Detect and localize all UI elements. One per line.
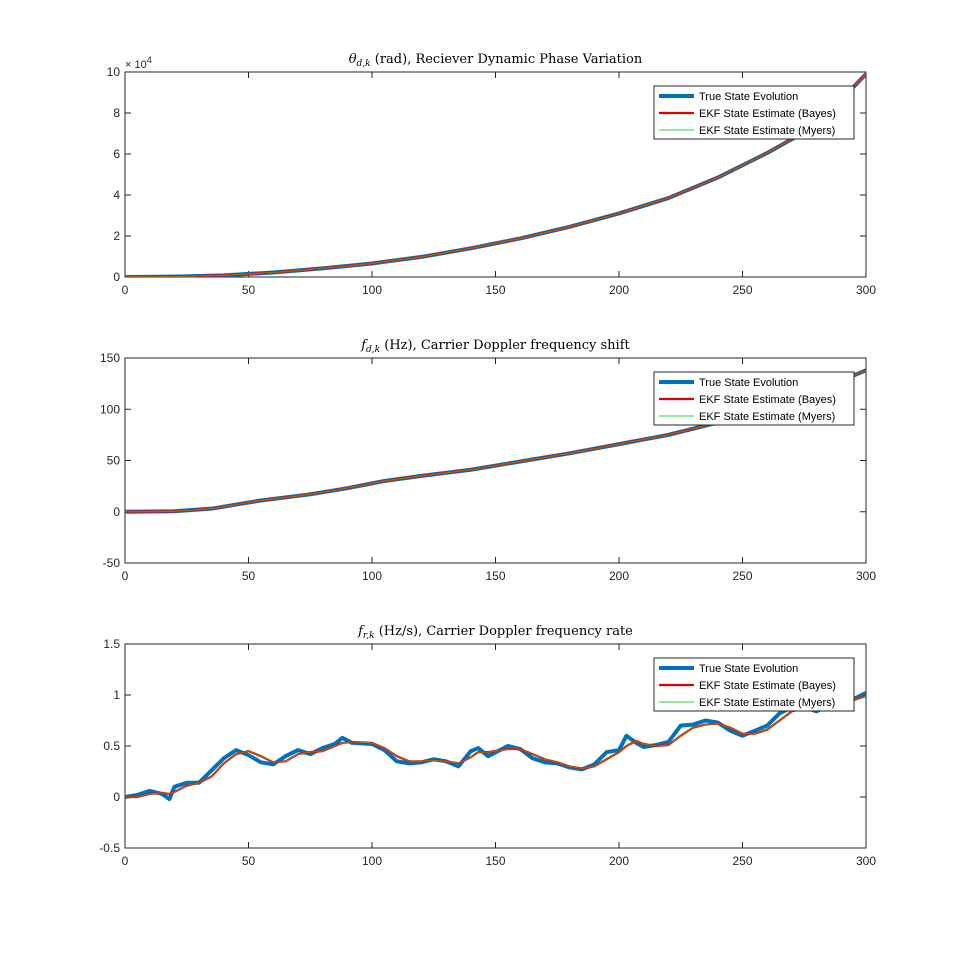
x-tick-label: 50 (242, 283, 256, 297)
x-tick-label: 100 (362, 283, 382, 297)
series-group (125, 72, 866, 277)
x-tick-label: 150 (485, 283, 505, 297)
y-tick-label: 1 (113, 688, 120, 702)
y-tick-label: 0.5 (103, 739, 120, 753)
legend-label: EKF State Estimate (Myers) (699, 125, 835, 137)
x-tick-label: 200 (609, 569, 629, 583)
y-tick-label: 150 (100, 351, 120, 365)
legend-label: EKF State Estimate (Myers) (699, 411, 835, 423)
myers-overlay-line (125, 73, 866, 277)
series-group (125, 691, 866, 802)
x-tick-label: 150 (485, 854, 505, 868)
legend: True State Evolution EKF State Estimate (… (653, 371, 855, 426)
title-text: (rad), Reciever Dynamic Phase Variation (371, 52, 643, 67)
title-text: (Hz/s), Carrier Doppler frequency rate (375, 624, 634, 639)
x-tick-label: 0 (122, 854, 129, 868)
x-tick-label: 250 (732, 569, 752, 583)
chart-title: θd,k (rad), Reciever Dynamic Phase Varia… (349, 52, 643, 69)
true-state-line (125, 691, 866, 802)
x-tick-label: 0 (122, 569, 129, 583)
x-tick-label: 300 (856, 283, 876, 297)
y-tick-label: 1.5 (103, 637, 120, 651)
chart-title: fd,k (Hz), Carrier Doppler frequency shi… (360, 338, 630, 355)
y-tick-label: 6 (113, 147, 120, 161)
x-tick-label: 200 (609, 283, 629, 297)
y-tick-label: 100 (100, 402, 120, 416)
y-tick-label: 0 (113, 790, 120, 804)
legend-label: EKF State Estimate (Bayes) (699, 108, 836, 120)
subplot-1: 0 50 100 150 200 250 300 0 2 4 6 8 10 × 104 θd,k (rad)… (107, 52, 877, 297)
x-tick-label: 300 (856, 854, 876, 868)
x-tick-label: 50 (242, 854, 256, 868)
x-tick-label: 100 (362, 854, 382, 868)
y-exponent-power: 4 (147, 55, 152, 65)
x-tick-label: 200 (609, 854, 629, 868)
x-tick-label: 50 (242, 569, 256, 583)
title-symbol: f (360, 338, 368, 353)
legend-label: EKF State Estimate (Myers) (699, 697, 835, 709)
x-tick-label: 0 (122, 283, 129, 297)
legend-label: EKF State Estimate (Bayes) (699, 680, 836, 692)
x-tick-label: 100 (362, 569, 382, 583)
legend-label: True State Evolution (699, 91, 798, 103)
chart-title: fr,k (Hz/s), Carrier Doppler frequency r… (357, 624, 633, 641)
x-tick-label: 300 (856, 569, 876, 583)
title-subscript: d,k (357, 59, 371, 69)
x-tick-label: 150 (485, 569, 505, 583)
title-symbol: f (357, 624, 365, 639)
y-tick-label: 0 (113, 270, 120, 284)
title-subscript: r,k (363, 631, 375, 641)
x-tick-label: 250 (732, 283, 752, 297)
title-subscript: d,k (366, 345, 380, 355)
myers-overlay-line (125, 695, 866, 798)
legend-label: True State Evolution (699, 377, 798, 389)
title-symbol: θ (349, 52, 357, 67)
y-tick-label: 10 (107, 65, 121, 79)
y-tick-label: 0 (113, 505, 120, 519)
title-text: (Hz), Carrier Doppler frequency shift (380, 338, 630, 353)
legend: True State Evolution EKF State Estimate (… (653, 85, 855, 140)
y-tick-label: 4 (113, 188, 120, 202)
y-tick-label: 2 (113, 229, 120, 243)
legend-label: True State Evolution (699, 663, 798, 675)
legend-label: EKF State Estimate (Bayes) (699, 394, 836, 406)
y-exponent-label: × 104 (125, 55, 152, 71)
x-tick-label: 250 (732, 854, 752, 868)
subplot-3: 0 50 100 150 200 250 300-0.500.511.5fr,k (Hz/s… (99, 624, 876, 868)
y-tick-label: 50 (107, 454, 121, 468)
y-tick-label: 8 (113, 106, 120, 120)
y-tick-label: -0.5 (99, 841, 120, 855)
y-tick-label: -50 (103, 556, 121, 570)
legend: True State Evolution EKF State Estimate (… (653, 657, 855, 712)
